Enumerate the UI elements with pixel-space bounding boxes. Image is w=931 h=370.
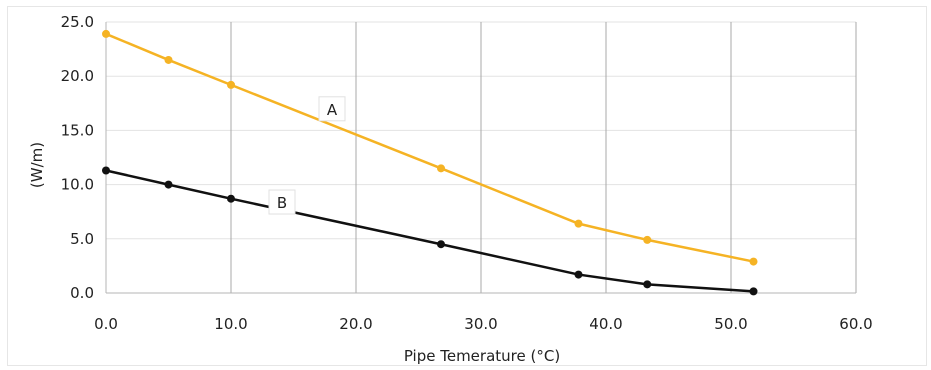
- series-line-a: [105, 32, 754, 263]
- y-tick-label: 10.0: [61, 176, 94, 194]
- x-tick-label: 20.0: [339, 315, 372, 333]
- data-point-a: [164, 55, 173, 64]
- data-point-a: [749, 257, 758, 266]
- data-point-a: [227, 80, 235, 89]
- x-tick-label: 60.0: [839, 315, 872, 333]
- data-point-a: [102, 29, 110, 38]
- x-tick-label: 50.0: [714, 315, 747, 333]
- data-point-a: [574, 219, 583, 228]
- x-axis-title: Pipe Temerature (°C): [404, 347, 560, 365]
- series-label-b: B: [277, 194, 287, 212]
- data-point-b: [643, 280, 652, 289]
- series-layer: [102, 29, 758, 296]
- x-tick-label: 10.0: [214, 315, 247, 333]
- data-point-b: [437, 240, 445, 249]
- chart-frame: [7, 6, 927, 366]
- data-point-a: [437, 164, 445, 173]
- y-tick-label: 0.0: [70, 284, 94, 302]
- y-tick-label: 15.0: [61, 121, 94, 139]
- y-axis-title: (W/m): [28, 142, 46, 188]
- x-tick-label: 0.0: [94, 315, 118, 333]
- series-labels: AB: [268, 96, 346, 215]
- y-tick-label: 25.0: [61, 13, 94, 31]
- series-label-box-a: [318, 96, 346, 122]
- series-label-box-b: [268, 189, 296, 215]
- x-tick-label: 30.0: [464, 315, 497, 333]
- axes: 0.0 5.0 10.0 15.0 20.0 25.0 0.0 10.0 20.0 30.0 40.…: [61, 13, 873, 333]
- data-point-b: [749, 287, 758, 296]
- data-point-b: [102, 166, 110, 175]
- series-line-b: [105, 169, 754, 293]
- data-point-b: [574, 270, 583, 279]
- y-tick-label: 5.0: [70, 230, 94, 248]
- y-tick-label: 20.0: [61, 67, 94, 85]
- data-point-b: [164, 180, 173, 189]
- grid-lines: [106, 21, 857, 293]
- x-tick-label: 40.0: [589, 315, 622, 333]
- data-point-a: [643, 235, 652, 244]
- series-label-a: A: [327, 101, 338, 119]
- data-point-b: [227, 194, 235, 203]
